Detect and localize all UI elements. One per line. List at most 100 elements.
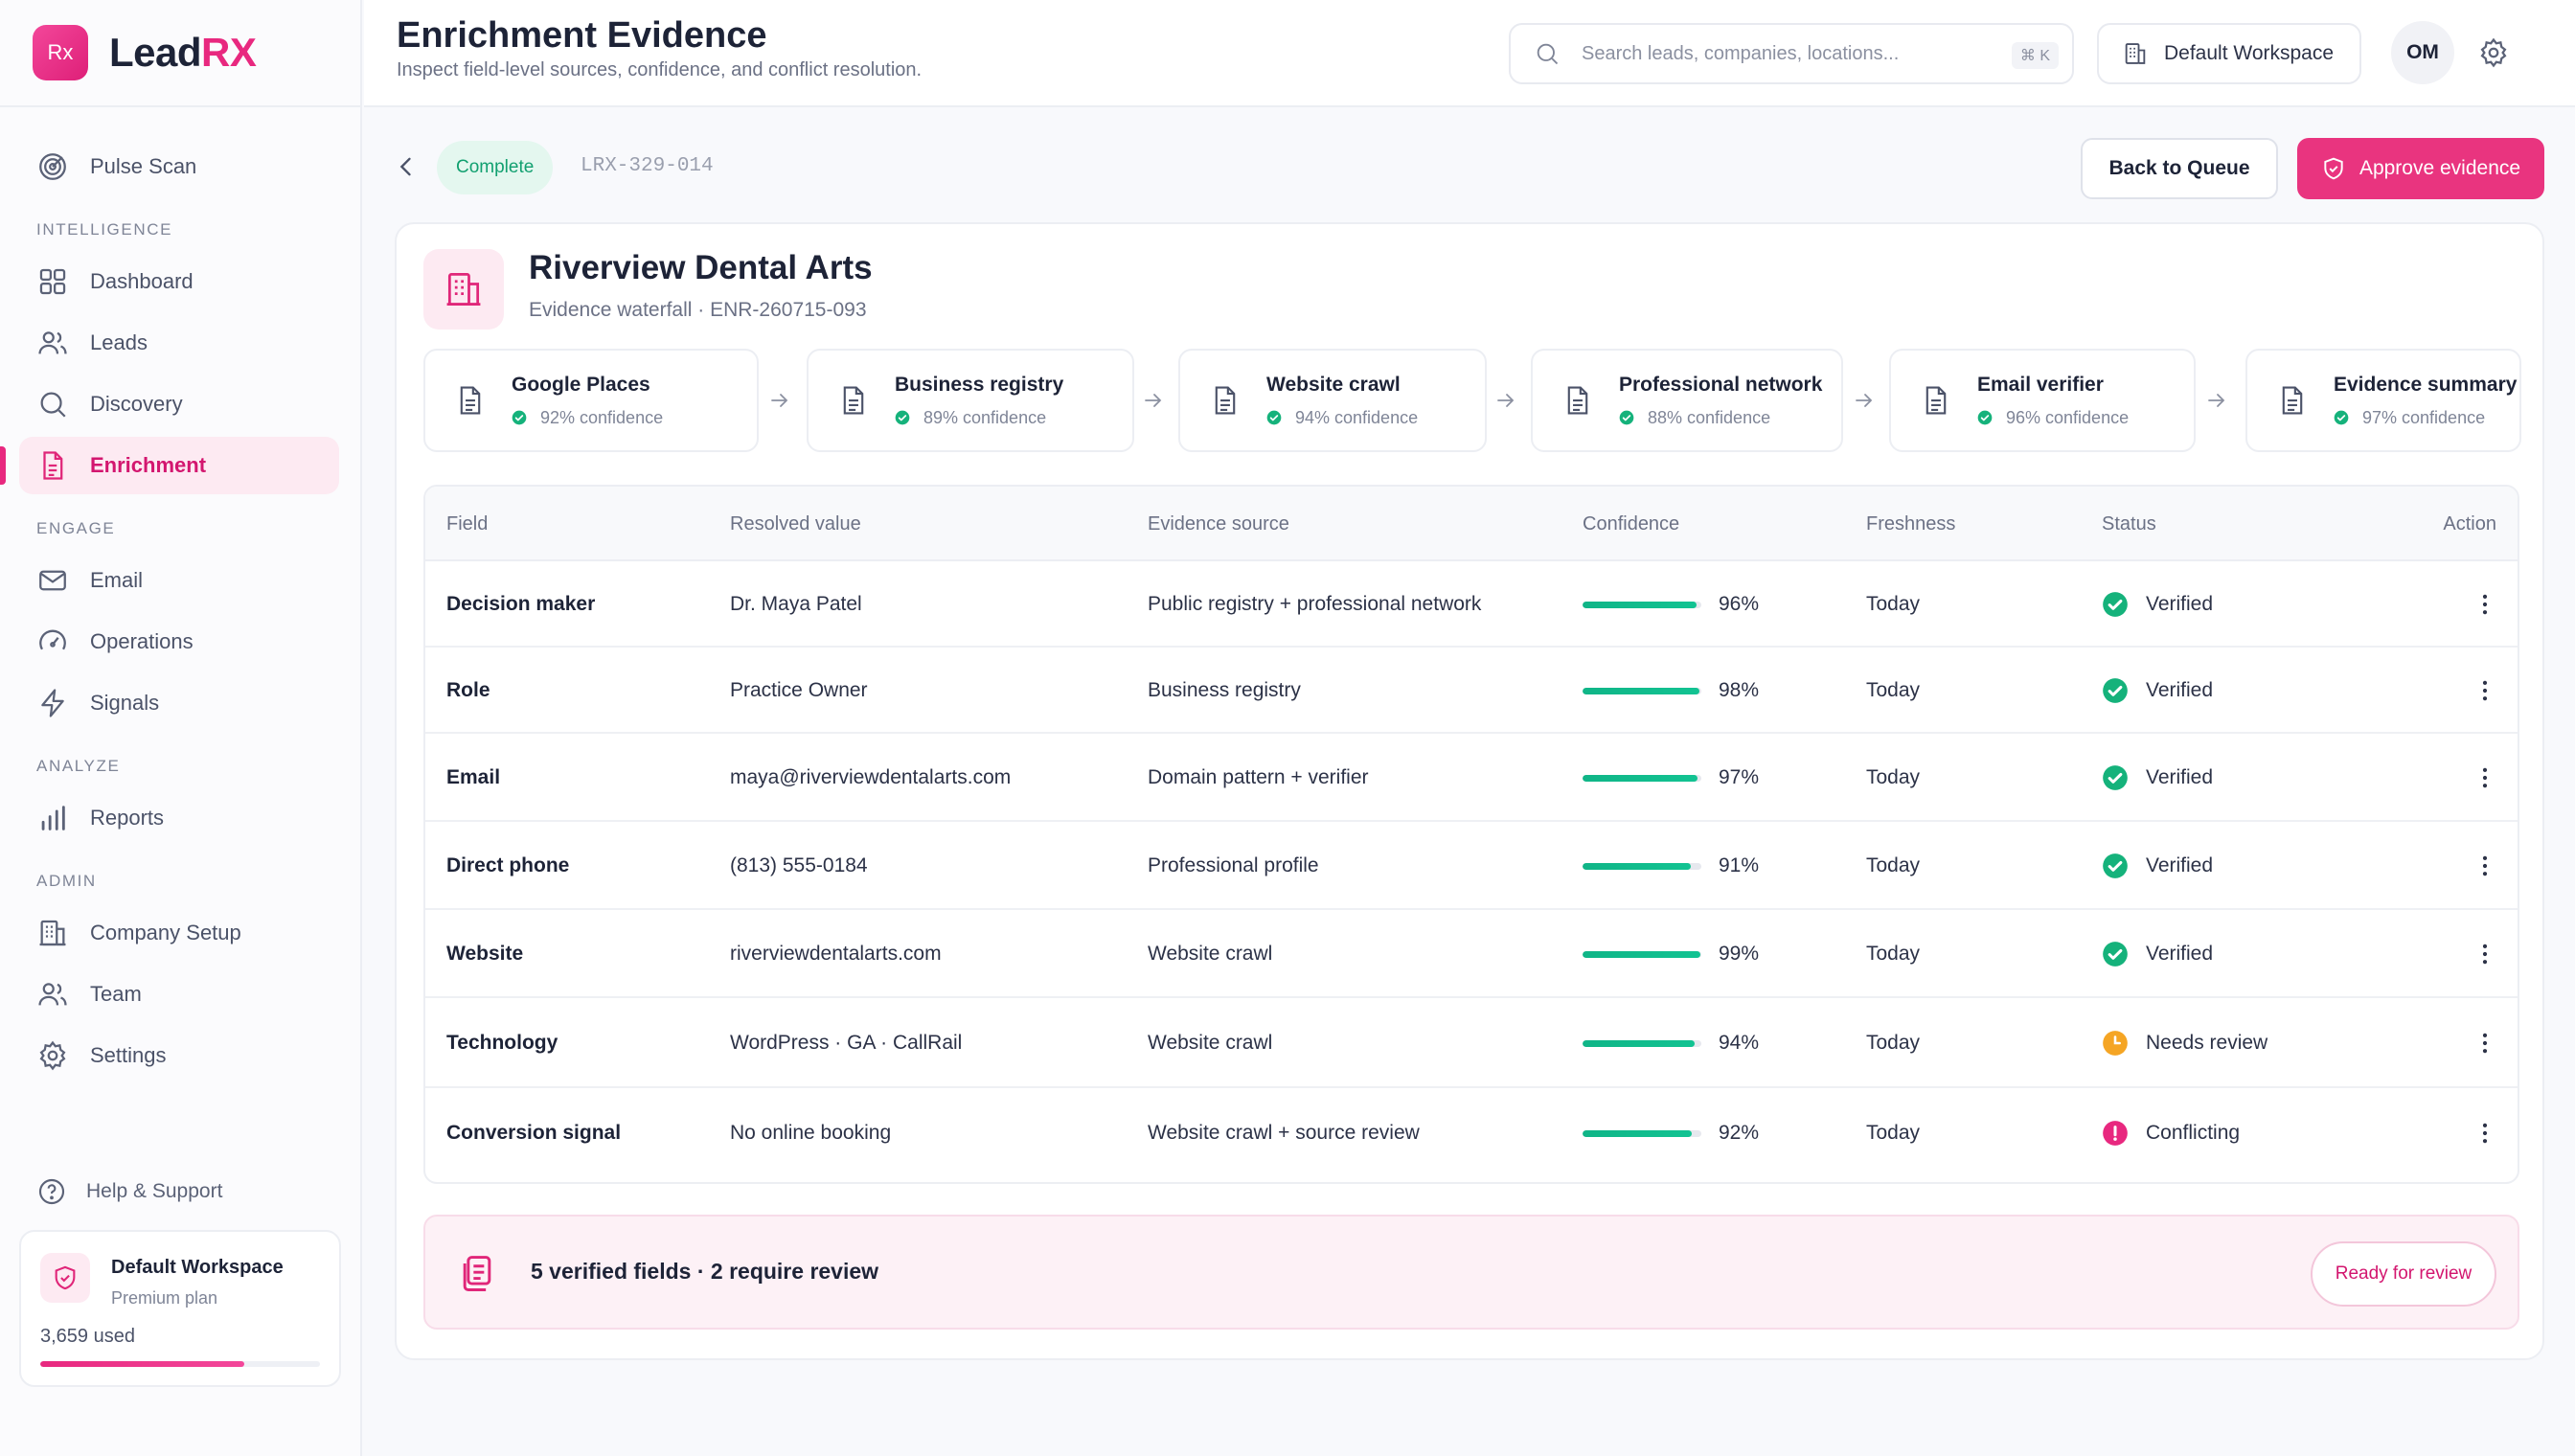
gauge-icon [39, 629, 66, 650]
shield-check-icon [2324, 157, 2343, 180]
cell-freshness: Today [1866, 1122, 1921, 1144]
table-row[interactable]: Direct phone (813) 555-0184 Professional p… [425, 822, 2518, 910]
waterfall-step[interactable]: Google Places 92% confidence [423, 349, 759, 452]
sidebar-item-leads[interactable]: Leads [19, 314, 339, 372]
cell-status: Verified [2146, 593, 2214, 615]
waterfall-step[interactable]: Business registry 89% confidence [807, 349, 1134, 452]
sidebar-item-label: Reports [90, 806, 165, 830]
document-icon [43, 451, 63, 480]
page-title: Enrichment Evidence [397, 15, 767, 56]
arrow-right-icon [2208, 394, 2225, 407]
documents-icon [463, 1256, 491, 1291]
ready-for-review-button[interactable]: Ready for review [2311, 1241, 2496, 1307]
table-row[interactable]: Email maya@riverviewdentalarts.com Domain … [425, 734, 2518, 822]
sidebar-item-reports[interactable]: Reports [19, 789, 339, 847]
workspace-name: Default Workspace [111, 1257, 284, 1278]
cell-field: Technology [446, 1032, 558, 1054]
sidebar-item-team[interactable]: Team [19, 966, 339, 1023]
brand[interactable]: Rx LeadRX [0, 0, 360, 107]
more-vertical-icon[interactable] [2472, 1120, 2498, 1147]
waterfall-step[interactable]: Professional network 88% confidence [1531, 349, 1843, 452]
check-circle-icon [2102, 677, 2129, 704]
nav-section-title: INTELLIGENCE [36, 220, 173, 239]
more-vertical-icon[interactable] [2472, 677, 2498, 704]
waterfall-step[interactable]: Website crawl 94% confidence [1178, 349, 1487, 452]
cell-evidence-source: Website crawl [1148, 943, 1273, 965]
waterfall-step-title: Google Places [512, 373, 650, 396]
more-vertical-icon[interactable] [2472, 591, 2498, 618]
table-row[interactable]: Decision maker Dr. Maya Patel Public regis… [425, 561, 2518, 648]
cell-evidence-source: Business registry [1148, 679, 1301, 701]
cell-confidence: 99% [1719, 943, 1760, 965]
cell-status: Verified [2146, 943, 2214, 965]
sidebar-item-pulse-scan[interactable]: Pulse Scan [19, 138, 339, 195]
sidebar-item-label: Pulse Scan [90, 154, 197, 178]
check-circle-icon [2102, 941, 2129, 967]
workspace-switcher[interactable]: Default Workspace [2097, 23, 2361, 84]
cell-freshness: Today [1866, 1032, 1921, 1054]
column-header: Confidence [1583, 513, 1680, 535]
waterfall-step-title: Email verifier [1977, 373, 2104, 396]
check-circle-icon [1977, 410, 1993, 425]
cell-field: Direct phone [446, 854, 570, 876]
back-to-queue-button[interactable]: Back to Queue [2081, 138, 2278, 199]
building-icon [39, 920, 66, 946]
confidence-bar [1583, 951, 1701, 958]
confidence-bar-fill [1583, 602, 1698, 608]
waterfall-step[interactable]: Evidence summary 97% confidence [2245, 349, 2521, 452]
table-row[interactable]: Conversion signal No online booking Websit… [425, 1088, 2518, 1178]
workspace-switcher-label: Default Workspace [2164, 42, 2335, 64]
table-row[interactable]: Website riverviewdentalarts.com Website cr… [425, 910, 2518, 998]
waterfall-step[interactable]: Email verifier 96% confidence [1889, 349, 2196, 452]
sidebar-item-dashboard[interactable]: Dashboard [19, 253, 339, 310]
chevron-left-icon[interactable] [393, 153, 420, 180]
waterfall-step-confidence: 92% confidence [540, 407, 664, 427]
sidebar-item-discovery[interactable]: Discovery [19, 375, 339, 433]
help-support-link[interactable]: Help & Support [36, 1176, 222, 1207]
more-vertical-icon[interactable] [2472, 941, 2498, 967]
search-input[interactable] [1580, 41, 2001, 66]
more-vertical-icon[interactable] [2472, 853, 2498, 879]
table-row[interactable]: Role Practice Owner Business registry 98% To… [425, 648, 2518, 734]
cell-status: Verified [2146, 854, 2214, 876]
cell-field: Website [446, 943, 524, 965]
document-icon [843, 386, 864, 415]
sidebar-item-settings[interactable]: Settings [19, 1027, 339, 1084]
search-box[interactable]: ⌘ K [1509, 23, 2074, 84]
table-body: Decision maker Dr. Maya Patel Public regis… [425, 561, 2518, 1178]
workspace-card[interactable]: Default Workspace Premium plan 3,659 use… [19, 1230, 341, 1387]
column-header: Freshness [1866, 513, 1956, 535]
sidebar-item-email[interactable]: Email [19, 552, 339, 609]
sidebar-item-operations[interactable]: Operations [19, 613, 339, 671]
cell-confidence: 94% [1719, 1032, 1760, 1054]
top-header: Enrichment Evidence Inspect field-level … [364, 0, 2575, 107]
alert-circle-icon [2102, 1120, 2129, 1147]
table-row[interactable]: Technology WordPress · GA · CallRail Websi… [425, 998, 2518, 1088]
cell-confidence: 98% [1719, 679, 1760, 701]
avatar[interactable]: OM [2391, 21, 2454, 84]
app-name: LeadRX [109, 30, 257, 75]
page-subtitle: Inspect field-level sources, confidence,… [397, 59, 923, 80]
more-vertical-icon[interactable] [2472, 764, 2498, 791]
check-circle-icon [2102, 853, 2129, 879]
cell-resolved-value: Dr. Maya Patel [730, 593, 862, 615]
summary-text: 5 verified fields · 2 require review [531, 1259, 879, 1284]
more-vertical-icon[interactable] [2472, 1030, 2498, 1057]
sidebar-item-label: Discovery [90, 392, 183, 416]
gear-icon[interactable] [2477, 36, 2510, 69]
waterfall-step-title: Business registry [895, 373, 1064, 396]
radar-icon [39, 153, 66, 180]
cell-field: Email [446, 766, 501, 788]
document-icon [1567, 386, 1588, 415]
sidebar-item-signals[interactable]: Signals [19, 674, 339, 732]
document-icon [1926, 386, 1947, 415]
workspace-plan: Premium plan [111, 1288, 218, 1308]
confidence-bar [1583, 602, 1701, 608]
sidebar-item-enrichment[interactable]: Enrichment [0, 437, 339, 494]
cell-confidence: 91% [1719, 854, 1760, 876]
approve-evidence-button[interactable]: Approve evidence [2297, 138, 2544, 199]
sidebar-item-company-setup[interactable]: Company Setup [19, 904, 339, 962]
mail-icon [39, 570, 66, 591]
arrow-right-icon [1856, 394, 1873, 407]
help-label: Help & Support [86, 1180, 223, 1202]
